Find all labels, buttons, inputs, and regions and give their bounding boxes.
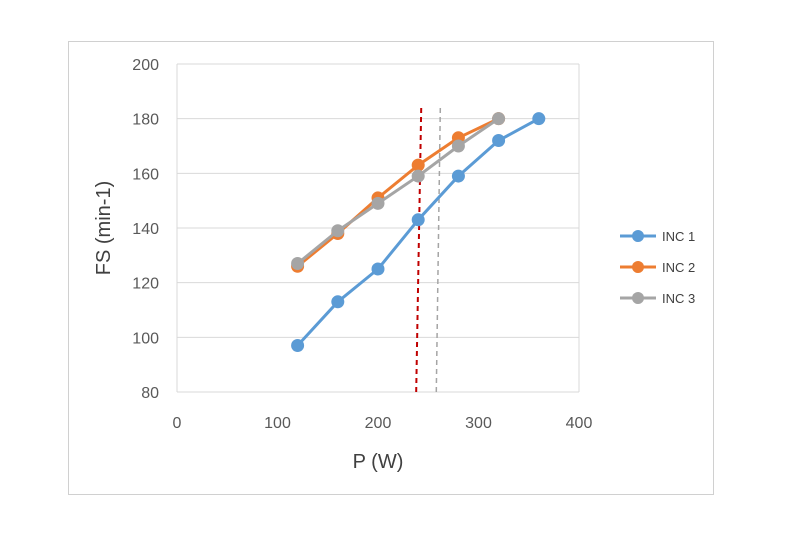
point-inc-3-160 [331,224,345,238]
point-inc-1-200 [371,262,385,276]
point-inc-1-240 [411,213,425,227]
x-tick-label-100: 100 [264,415,291,432]
y-axis-title: FS (min-1) [93,181,115,275]
y-tick-label-80: 80 [141,385,159,402]
y-tick-label-180: 180 [132,112,159,129]
legend-marker-inc-3 [632,292,644,304]
series-line-inc-3 [296,117,500,265]
legend-label-inc-3: INC 3 [662,291,695,306]
y-tick-label-140: 140 [132,221,159,238]
point-inc-1-160 [331,295,345,309]
reference-line-dashed-red [415,107,423,393]
y-tick-label-120: 120 [132,276,159,293]
legend: INC 1 INC 2 INC 3 [620,229,695,306]
point-inc-1-120 [291,339,305,353]
reference-lines [415,107,442,393]
x-tick-label-300: 300 [465,415,492,432]
legend-marker-inc-2 [632,261,644,273]
point-inc-3-120 [291,257,305,271]
legend-label-inc-2: INC 2 [662,260,695,275]
point-inc-3-320 [492,112,506,126]
point-inc-1-280 [451,169,465,183]
point-inc-3-200 [371,196,385,210]
x-tick-label-0: 0 [173,415,182,432]
reference-line-dashed-gray [435,107,442,393]
point-inc-3-280 [451,139,465,153]
legend-marker-inc-1 [632,230,644,242]
x-axis-title: P (W) [353,451,404,473]
chart-frame [68,41,714,495]
y-tick-label-160: 160 [132,166,159,183]
x-tick-label-400: 400 [566,415,593,432]
y-axis: 80 100 120 140 160 180 200 [132,57,159,402]
point-inc-3-240 [411,169,425,183]
gridlines [176,63,580,393]
point-inc-1-360 [532,112,546,126]
y-tick-label-100: 100 [132,330,159,347]
series-line-inc-2 [296,117,500,268]
legend-label-inc-1: INC 1 [662,229,695,244]
y-tick-label-200: 200 [132,57,159,74]
point-inc-1-320 [492,134,506,148]
x-axis: 0 100 200 300 400 [173,415,593,432]
point-inc-2-240 [411,158,425,172]
series-layer [291,112,546,353]
x-tick-label-200: 200 [365,415,392,432]
